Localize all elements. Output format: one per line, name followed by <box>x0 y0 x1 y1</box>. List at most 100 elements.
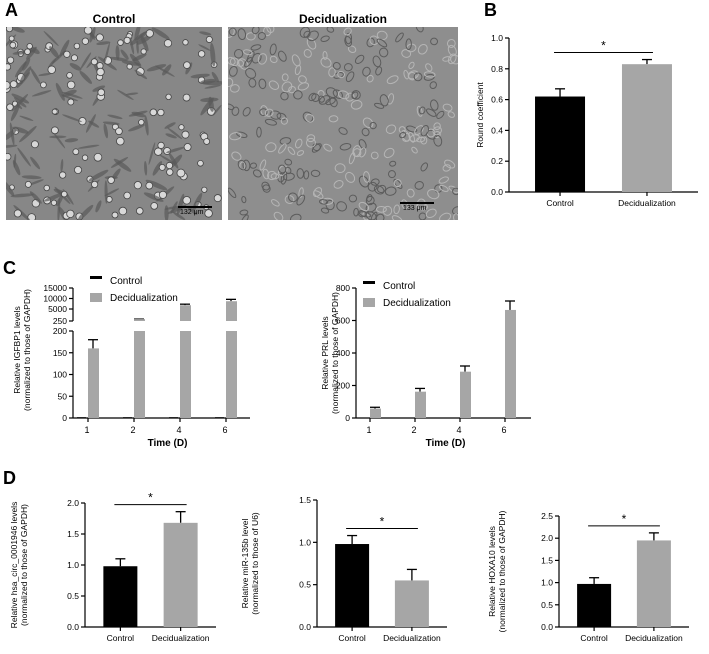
c1-y-tick-label: 250 <box>53 316 67 326</box>
cell <box>93 152 103 162</box>
cell <box>270 199 280 207</box>
cell <box>262 168 270 180</box>
cell <box>130 31 148 46</box>
cell <box>30 156 41 170</box>
cell <box>115 127 123 136</box>
d3-y-tick-label: 1.5 <box>541 555 553 565</box>
cell <box>298 75 307 84</box>
cell <box>164 205 180 210</box>
c1-bar-decidualization-lower <box>180 331 191 418</box>
cell <box>118 206 128 216</box>
cell <box>261 181 270 191</box>
cell <box>347 45 357 53</box>
cell <box>154 147 163 156</box>
cell <box>200 97 219 103</box>
cell <box>66 209 75 218</box>
cell <box>91 180 99 189</box>
b-x-tick-label: Decidualization <box>618 198 676 208</box>
cell <box>287 146 296 155</box>
cell <box>231 106 240 116</box>
cell <box>9 80 18 89</box>
d2-bar-decidualization <box>394 580 429 627</box>
cell <box>393 178 403 189</box>
cell <box>211 71 219 83</box>
d1-y-tick-label: 0.5 <box>67 591 79 601</box>
cell <box>268 80 280 90</box>
d1-chart: 0.0 0.5 1.0 1.5 2.0 Control Decidualization * Re… <box>9 491 216 643</box>
cell <box>366 37 375 48</box>
cell <box>348 152 356 165</box>
cell <box>150 202 159 210</box>
cell <box>13 209 22 218</box>
cell <box>427 189 440 200</box>
cell <box>273 211 284 220</box>
c2-legend-swatch-0 <box>363 281 375 284</box>
cell <box>299 27 311 38</box>
cell <box>77 144 100 149</box>
d2-y-tick-label: 0.5 <box>299 580 311 590</box>
panel-label-a: A <box>5 0 18 20</box>
cell <box>326 27 335 33</box>
cell <box>436 110 445 119</box>
cell <box>64 138 79 143</box>
cell <box>129 53 142 68</box>
cell <box>129 36 135 55</box>
cell <box>288 86 296 94</box>
cell <box>149 108 158 117</box>
cell <box>117 39 124 46</box>
cell <box>107 176 115 184</box>
cell <box>361 127 370 137</box>
c2-bar-control <box>359 417 368 419</box>
cell <box>442 164 451 172</box>
cell <box>203 138 211 145</box>
cell <box>393 179 402 188</box>
cell <box>144 115 149 136</box>
c1-y-tick-label: 50 <box>58 391 68 401</box>
panel-label-c: C <box>3 258 16 278</box>
cell <box>115 45 120 61</box>
panel-label-b: B <box>484 0 497 20</box>
cell <box>200 97 214 116</box>
cell <box>405 38 412 51</box>
cell <box>372 55 382 68</box>
c2-bar-decidualization <box>460 371 471 418</box>
d3-bar-decidualization <box>636 540 671 627</box>
c1-bar-control <box>77 417 86 418</box>
cell <box>71 54 78 62</box>
cell <box>59 171 67 179</box>
cell <box>305 113 315 123</box>
c1-bar-control <box>215 417 224 418</box>
d1-x-tick-label: Decidualization <box>152 633 210 643</box>
c2-x-label: Time (D) <box>426 438 466 449</box>
cell <box>228 56 236 66</box>
cell <box>256 126 262 138</box>
cell <box>430 99 439 111</box>
cell <box>452 206 458 215</box>
cell <box>13 97 27 108</box>
cell <box>432 126 442 136</box>
cell <box>117 89 134 100</box>
cell <box>281 81 293 93</box>
cell <box>345 171 356 183</box>
d3-y-label: Relative HOXA10 levels <box>487 526 497 617</box>
cell <box>302 111 314 123</box>
c2-x-tick-label: 4 <box>456 425 461 435</box>
cell <box>26 43 33 50</box>
c2-legend-swatch-1 <box>363 298 375 307</box>
cell <box>389 160 397 167</box>
c1-bar-decidualization-lower <box>226 331 237 418</box>
c2-chart: 0 200 400 600 800 1 2 4 6 Time (D) Relative PRL le… <box>320 281 531 449</box>
scale-bar-control <box>178 206 212 208</box>
d3-x-tick-label: Control <box>580 633 608 643</box>
cell <box>198 44 211 51</box>
cell <box>81 37 89 45</box>
c1-bar-control <box>169 417 178 418</box>
c2-bar-decidualization <box>415 391 426 418</box>
cell <box>228 103 235 111</box>
cell <box>362 66 371 77</box>
b-y-tick-label: 1.0 <box>491 33 503 43</box>
cell <box>6 144 18 148</box>
b-y-label: Round coefficient <box>475 82 485 148</box>
cell <box>325 199 335 211</box>
c1-y-tick-label: 5000 <box>48 304 67 314</box>
